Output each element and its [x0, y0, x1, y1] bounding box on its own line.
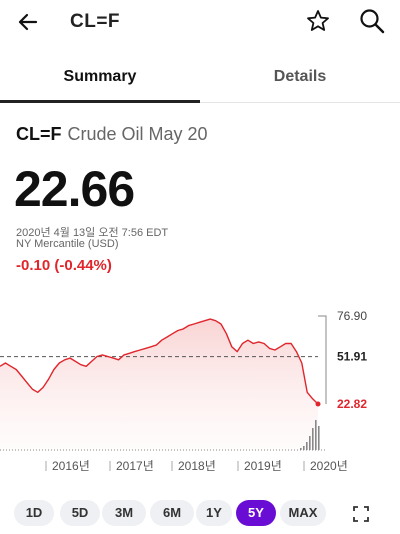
quote-symbol: CL=F	[16, 124, 62, 144]
x-tick-label: 2016년	[52, 459, 90, 473]
x-tick-label: 2017년	[116, 459, 154, 473]
volume-bar	[306, 442, 308, 450]
back-arrow-icon[interactable]	[14, 8, 42, 36]
quote-exchange: NY Mercantile (USD)	[16, 238, 119, 250]
volume-bar	[318, 426, 320, 450]
volume-bar	[312, 428, 314, 450]
range-button-1d[interactable]: 1D	[14, 500, 54, 526]
y-tick-label: 51.91	[337, 350, 367, 364]
top-bar: CL=F	[0, 0, 400, 46]
tab-summary[interactable]: Summary	[0, 54, 200, 103]
quote-name: Crude Oil May 20	[67, 124, 208, 144]
range-button-5d[interactable]: 5D	[60, 500, 100, 526]
x-tick-label: 2019년	[244, 459, 282, 473]
range-button-1y[interactable]: 1Y	[196, 500, 232, 526]
range-button-max[interactable]: MAX	[280, 500, 326, 526]
range-button-6m[interactable]: 6M	[150, 500, 194, 526]
volume-bar	[303, 446, 305, 450]
x-tick-label: 2018년	[178, 459, 216, 473]
quote-header: CL=F Crude Oil May 20	[16, 124, 208, 145]
high-bracket	[318, 315, 327, 404]
page-title: CL=F	[70, 11, 121, 32]
search-icon[interactable]	[358, 7, 386, 35]
price-line	[0, 318, 319, 405]
tab-details[interactable]: Details	[273, 68, 327, 85]
quote-change: -0.10 (-0.44%)	[16, 257, 112, 274]
range-selector: 1D 5D 3M 6M 1Y 5Y MAX	[14, 500, 374, 526]
quote-price: 22.66	[14, 161, 135, 217]
y-tick-label: 76.90	[337, 309, 367, 323]
y-tick-label: 22.82	[337, 397, 367, 411]
star-icon[interactable]	[305, 8, 331, 34]
range-button-3m[interactable]: 3M	[102, 500, 146, 526]
quote-timestamp: 2020년 4월 13일 오전 7:56 EDT	[16, 227, 169, 239]
price-chart[interactable]: 76.90 51.91 22.82 2016년 2017년 2018년 2019년 2020년	[0, 300, 400, 480]
x-tick-label: 2020년	[310, 459, 348, 473]
volume-bar	[309, 436, 311, 450]
volume-bar	[300, 448, 302, 450]
fullscreen-icon[interactable]	[352, 505, 370, 523]
range-button-5y[interactable]: 5Y	[236, 500, 276, 526]
current-point	[315, 401, 321, 407]
volume-bar	[315, 420, 317, 450]
tab-bar: Summary Details	[0, 54, 400, 103]
price-area-fill	[0, 319, 318, 450]
